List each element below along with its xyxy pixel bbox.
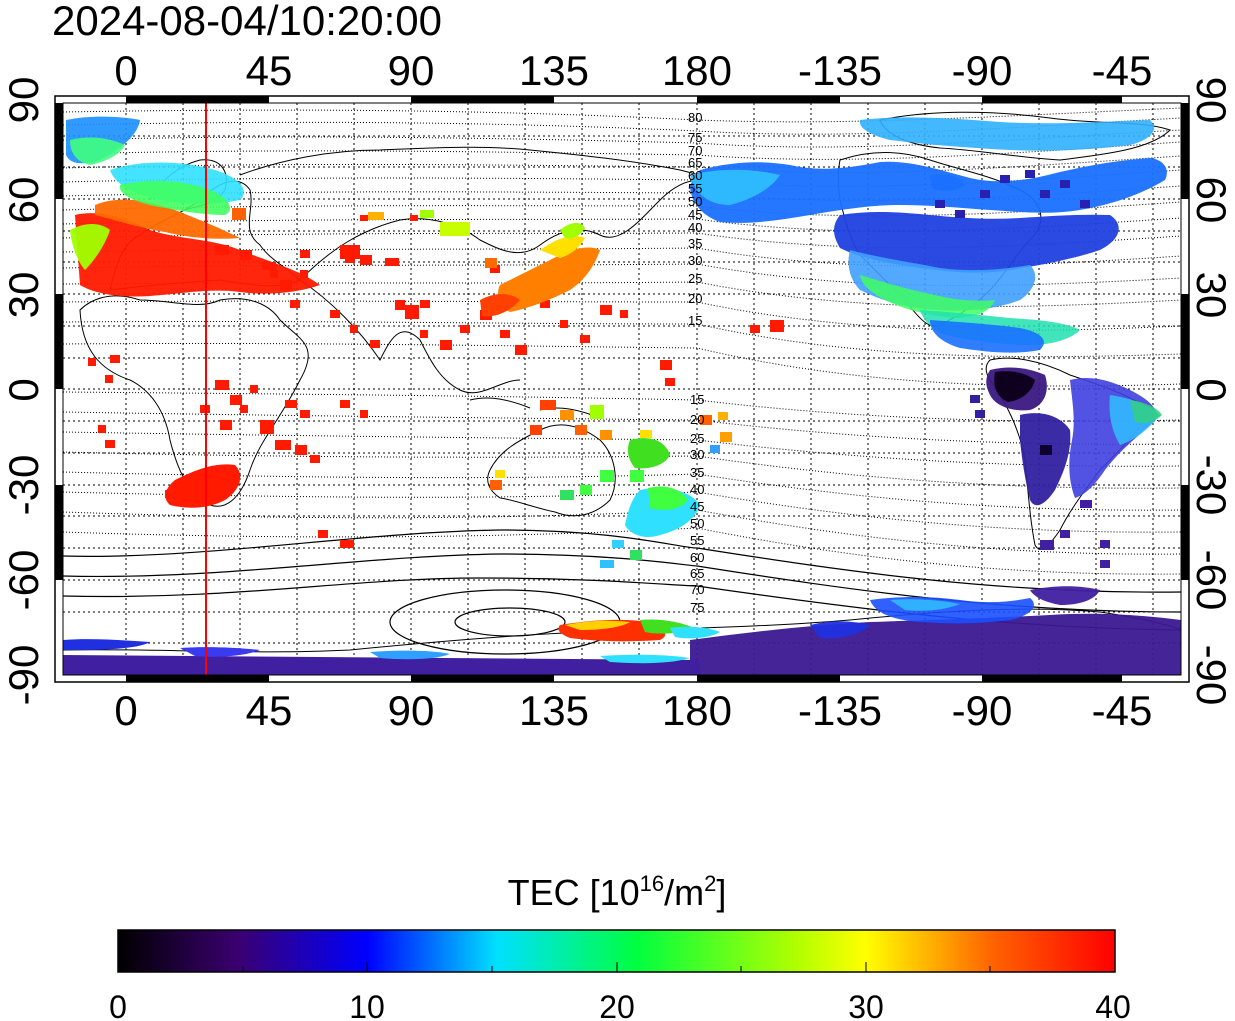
tec-region-antarctica [690, 613, 1181, 675]
contour-label: 25 [688, 271, 702, 286]
left-y-tick-label: -60 [0, 550, 47, 611]
coast-greenland [879, 111, 1171, 161]
colorbar-title-suffix: ] [716, 872, 726, 913]
contour-label: 20 [688, 291, 702, 306]
contour-label: 70 [690, 582, 704, 597]
contour-label: 75 [688, 130, 702, 145]
top-x-tick-label: 135 [519, 47, 589, 94]
coast-siberia [239, 146, 741, 191]
colorbar-title: TEC [1016/m2] [508, 871, 727, 913]
colorbar-tick-label: 40 [1095, 989, 1131, 1021]
contour-label: 15 [688, 313, 702, 328]
bottom-x-tick-label: 135 [519, 687, 589, 734]
contour-label: 65 [688, 155, 702, 170]
contour-label: 80 [688, 110, 702, 125]
right-y-tick-label: 60 [1188, 177, 1235, 224]
top-x-tick-label: -45 [1092, 47, 1153, 94]
bottom-x-tick-label: -45 [1092, 687, 1153, 734]
bottom-x-tick-label: 45 [246, 687, 293, 734]
colorbar-title-exponent: 16 [640, 871, 664, 896]
top-x-tick-label: 0 [114, 47, 137, 94]
colorbar-tick-label: 10 [349, 989, 385, 1021]
left-y-axis-labels: 90 60 30 0 -30 -60 -90 [0, 77, 47, 706]
right-y-axis-labels: 90 60 30 0 -30 -60 -90 [1188, 77, 1235, 706]
contour-label: 60 [688, 168, 702, 183]
left-y-tick-label: -30 [0, 455, 47, 516]
left-y-tick-label: 60 [0, 177, 47, 224]
contour-label: 65 [690, 566, 704, 581]
colorbar-ticks [242, 962, 991, 972]
right-y-tick-label: -90 [1188, 645, 1235, 706]
contour-label: 70 [688, 143, 702, 158]
colorbar-tick-label: 30 [848, 989, 884, 1021]
top-x-tick-label: 180 [662, 47, 732, 94]
top-x-axis-labels: 0 45 90 135 180 -135 -90 -45 [114, 47, 1152, 94]
contour-label: 50 [690, 516, 704, 531]
contour-label: 25 [690, 431, 704, 446]
top-x-tick-label: -135 [798, 47, 882, 94]
colorbar-tick-label: 20 [599, 989, 635, 1021]
bottom-x-tick-label: 0 [114, 687, 137, 734]
tec-region-australia-nz [490, 400, 732, 568]
contour-label: 55 [688, 181, 702, 196]
colorbar: TEC [1016/m2] 0 10 20 30 40 [109, 871, 1131, 1021]
contour-label: 35 [688, 236, 702, 251]
bottom-x-tick-label: 90 [388, 687, 435, 734]
map-frame [54, 95, 1190, 683]
colorbar-title-prefix: TEC [10 [508, 872, 640, 913]
contour-label: 55 [690, 533, 704, 548]
right-y-tick-label: -30 [1188, 455, 1235, 516]
tec-region-southern-africa [165, 464, 241, 508]
right-y-tick-label: 90 [1188, 77, 1235, 124]
bottom-x-tick-label: -90 [952, 687, 1013, 734]
left-y-tick-label: 90 [0, 77, 47, 124]
tec-region-north-atlantic [690, 158, 1167, 223]
contour-label: 30 [688, 253, 702, 268]
bottom-x-tick-label: 180 [662, 687, 732, 734]
right-y-tick-label: 30 [1188, 272, 1235, 319]
contour-label: 60 [690, 550, 704, 565]
bottom-x-axis-labels: 0 45 90 135 180 -135 -90 -45 [114, 687, 1152, 734]
right-y-tick-label: -60 [1188, 550, 1235, 611]
tec-region-europe [75, 213, 320, 297]
colorbar-title-unit: /m [664, 872, 704, 913]
contour-label: 45 [688, 207, 702, 222]
contour-label: 50 [688, 194, 702, 209]
tec-region-east-asia [498, 247, 600, 312]
contour-label: 35 [690, 465, 704, 480]
left-y-tick-label: 0 [0, 378, 47, 401]
colorbar-title-unit-exponent: 2 [704, 871, 716, 896]
left-y-tick-label: 30 [0, 272, 47, 319]
top-x-tick-label: -90 [952, 47, 1013, 94]
contour-label: 20 [690, 412, 704, 427]
contour-label: 75 [690, 600, 704, 615]
tec-region-north-america [834, 211, 1119, 273]
contour-labels-north: 80 75 70 65 60 55 50 45 40 35 30 25 20 1… [688, 110, 702, 328]
contour-label: 40 [688, 220, 702, 235]
colorbar-tick-label: 0 [109, 989, 127, 1021]
timestamp-title: 2024-08-04/10:20:00 [52, 0, 442, 44]
contour-label: 30 [690, 447, 704, 462]
contour-label: 15 [690, 392, 704, 407]
contour-labels-south: 15 20 25 30 35 40 45 50 55 60 65 70 75 [690, 392, 704, 615]
tec-region-asia-scatter [88, 215, 784, 548]
right-y-tick-label: 0 [1188, 378, 1235, 401]
top-x-tick-label: 45 [246, 47, 293, 94]
tec-data-overlay [63, 116, 1181, 675]
left-y-tick-label: -90 [0, 645, 47, 706]
map-panel: 80 75 70 65 60 55 50 45 40 35 30 25 20 1… [54, 95, 1190, 683]
contour-label: 40 [690, 482, 704, 497]
top-x-tick-label: 90 [388, 47, 435, 94]
contour-label: 45 [690, 499, 704, 514]
bottom-x-tick-label: -135 [798, 687, 882, 734]
